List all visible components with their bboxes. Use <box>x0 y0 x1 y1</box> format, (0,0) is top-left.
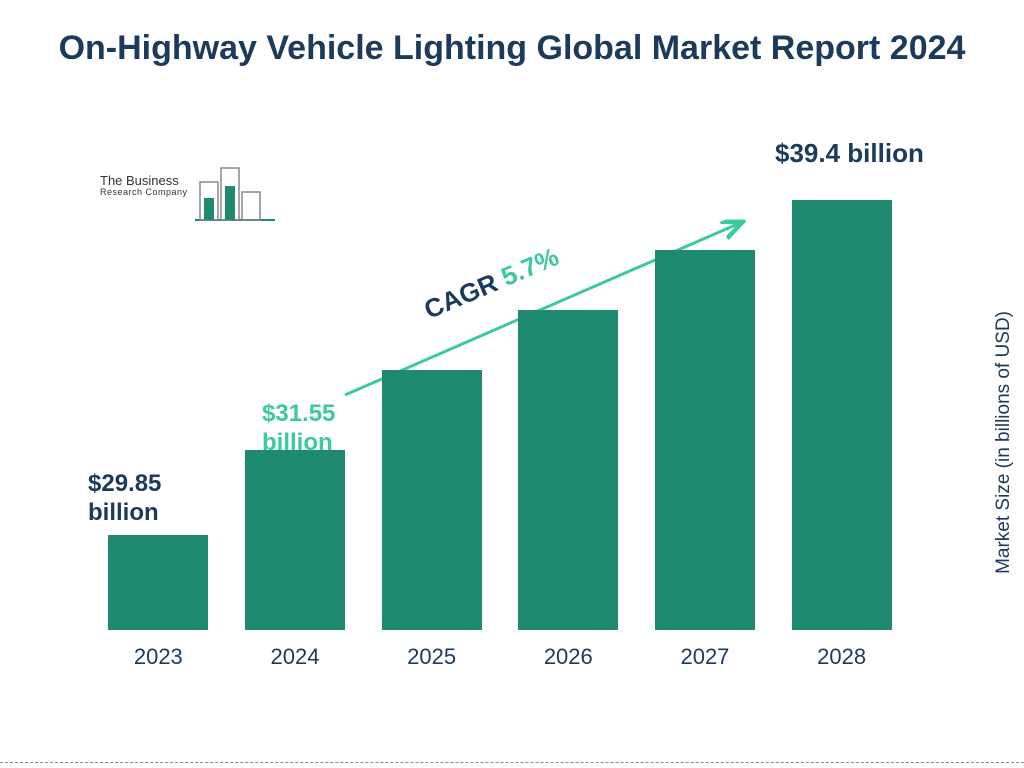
x-axis-label: 2025 <box>382 644 482 670</box>
bar <box>108 535 208 630</box>
x-axis-label: 2024 <box>245 644 345 670</box>
bars-group <box>90 170 910 630</box>
x-axis-label: 2028 <box>792 644 892 670</box>
chart-container: On-Highway Vehicle Lighting Global Marke… <box>0 0 1024 768</box>
chart-area: 2023 2024 2025 2026 2027 2028 <box>90 170 940 680</box>
value-callout: $29.85 billion <box>88 470 208 528</box>
footer-divider <box>0 762 1024 763</box>
x-axis-label: 2023 <box>108 644 208 670</box>
y-axis-label: Market Size (in billions of USD) <box>993 311 1015 574</box>
x-axis-label: 2026 <box>518 644 618 670</box>
x-axis-label: 2027 <box>655 644 755 670</box>
bar <box>792 200 892 630</box>
bar <box>245 450 345 630</box>
bar <box>655 250 755 630</box>
x-axis-labels: 2023 2024 2025 2026 2027 2028 <box>90 644 910 670</box>
bar <box>382 370 482 630</box>
chart-title: On-Highway Vehicle Lighting Global Marke… <box>0 28 1024 69</box>
bar <box>518 310 618 630</box>
value-callout: $31.55 billion <box>262 400 382 458</box>
value-callout: $39.4 billion <box>775 138 975 169</box>
